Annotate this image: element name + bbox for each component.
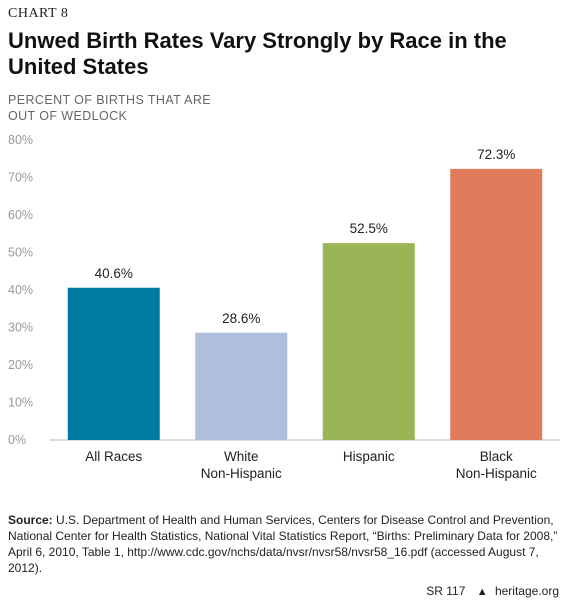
x-tick-label: Black Non-Hispanic bbox=[456, 449, 537, 481]
bar bbox=[67, 287, 160, 440]
source-text: U.S. Department of Health and Human Serv… bbox=[8, 513, 558, 575]
y-tick-label: 30% bbox=[8, 321, 33, 335]
data-label: 52.5% bbox=[350, 221, 388, 236]
bar bbox=[195, 332, 288, 440]
y-tick-label: 80% bbox=[8, 133, 33, 147]
bar-chart: 0% 10% 20% 30% 40% 50% 60% 70% 80% 40.6% All Races… bbox=[8, 133, 560, 481]
y-tick-label: 20% bbox=[8, 358, 33, 372]
x-tick-label: All Races bbox=[85, 449, 142, 464]
y-tick-label: 60% bbox=[8, 208, 33, 222]
y-tick-label: 10% bbox=[8, 396, 33, 410]
bar bbox=[322, 243, 415, 440]
data-label: 40.6% bbox=[95, 266, 133, 281]
y-axis-label: PERCENT OF BIRTHS THAT ARE OUT OF WEDLOC… bbox=[8, 93, 212, 123]
chart-label: CHART 8 bbox=[8, 6, 69, 21]
data-label: 72.3% bbox=[477, 147, 515, 162]
bar bbox=[450, 168, 543, 440]
source-note: Source: U.S. Department of Health and Hu… bbox=[8, 512, 563, 576]
data-label: 28.6% bbox=[222, 311, 260, 326]
source-label: Source: bbox=[8, 513, 53, 527]
footer: SR 117 ▲ heritage.org bbox=[426, 584, 559, 598]
x-tick-label: Hispanic bbox=[343, 449, 395, 464]
chart-title: Unwed Birth Rates Vary Strongly by Race … bbox=[8, 28, 507, 79]
y-tick-label: 0% bbox=[8, 433, 26, 447]
y-tick-label: 70% bbox=[8, 171, 33, 185]
y-tick-label: 50% bbox=[8, 246, 33, 260]
liberty-bell-icon: ▲ bbox=[476, 586, 488, 598]
report-id: SR 117 bbox=[426, 584, 466, 598]
site-name[interactable]: heritage.org bbox=[494, 584, 559, 598]
y-tick-label: 40% bbox=[8, 283, 33, 297]
x-tick-label: White Non-Hispanic bbox=[201, 449, 282, 481]
